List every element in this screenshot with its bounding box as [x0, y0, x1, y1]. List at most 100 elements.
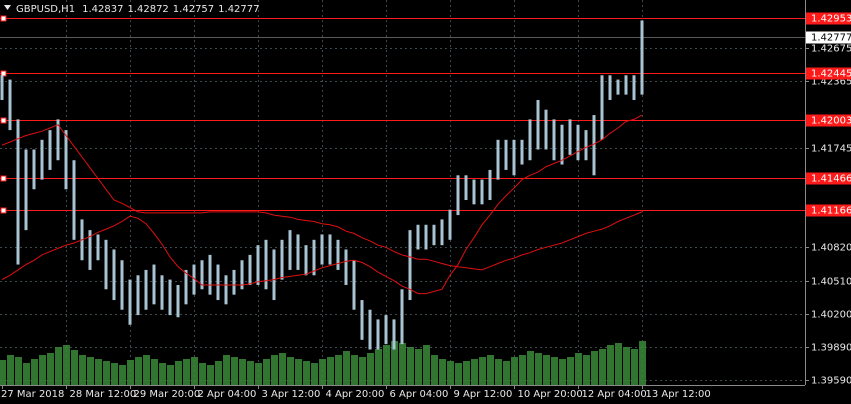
price-bar	[56, 119, 60, 161]
price-bar	[144, 269, 148, 310]
price-bar	[152, 264, 156, 305]
price-bar	[328, 234, 332, 265]
symbol: GBPUSD,H1	[16, 4, 75, 15]
volume-bar	[463, 361, 470, 385]
price-bar	[504, 139, 508, 170]
volume-bar	[367, 353, 374, 385]
price-bar	[544, 109, 548, 150]
volume-bar	[311, 363, 318, 385]
volume-bar	[271, 355, 278, 385]
volume-bar	[7, 355, 14, 385]
x-tick-label: 29 Mar 20:00	[134, 389, 201, 400]
moving-average	[1, 124, 643, 271]
volume-bar	[247, 361, 254, 385]
price-bar	[88, 230, 92, 270]
price-bar	[520, 139, 524, 165]
y-tick-label: 1.40200	[811, 310, 851, 321]
volume-bar	[143, 355, 150, 385]
axes: 1.42675 1.42365 1.41745 1.40820 1.40510 1.402…	[1, 12, 851, 400]
volume-bar	[167, 365, 174, 385]
level-label-bg	[806, 67, 851, 80]
price-bar	[488, 169, 492, 201]
x-tick-label: 10 Apr 20:00	[518, 389, 583, 400]
price-bar	[336, 239, 340, 270]
volume-bar	[183, 359, 190, 385]
level-label: 1.41166	[811, 206, 851, 217]
volume-bar	[487, 355, 494, 385]
volume-bar	[175, 361, 182, 385]
price-bar	[392, 319, 396, 350]
price-bar	[112, 249, 116, 301]
x-tick-label: 4 Apr 20:00	[326, 389, 385, 400]
price-bar	[568, 119, 572, 155]
price-bar	[280, 239, 284, 280]
price-bar	[640, 20, 644, 95]
price-bar	[160, 275, 164, 310]
price-bar	[192, 264, 196, 295]
price-bar	[288, 230, 292, 270]
price-bar	[264, 239, 268, 290]
price-bar	[368, 309, 372, 350]
volume-bar	[583, 355, 590, 385]
volume-bar	[215, 361, 222, 385]
volume-bar	[151, 359, 158, 385]
volume-bar	[431, 355, 438, 385]
volume-bar	[639, 341, 646, 385]
high: 1.42872	[127, 4, 168, 15]
volume-bar	[535, 353, 542, 385]
volume-bar	[111, 363, 118, 385]
price-bar	[96, 234, 100, 261]
price-bar	[120, 260, 124, 310]
price-bar	[512, 139, 516, 176]
volume-bar	[159, 363, 166, 385]
volume-bar	[47, 353, 54, 385]
volume-bar	[471, 359, 478, 385]
price-bar	[632, 75, 636, 101]
volume-bar	[279, 353, 286, 385]
price-bar	[8, 79, 12, 131]
volume-bar	[327, 357, 334, 385]
price-bar	[16, 119, 20, 265]
volume-bar	[551, 357, 558, 385]
volume-bar	[39, 355, 46, 385]
volume-bar	[495, 359, 502, 385]
price-bar	[576, 124, 580, 161]
volume-bar	[95, 359, 102, 385]
price-bar	[64, 130, 68, 190]
volume-bar	[559, 359, 566, 385]
price-bar	[72, 160, 76, 240]
price-bar	[176, 284, 180, 318]
volume-bar	[103, 361, 110, 385]
price-bar	[424, 224, 428, 250]
volume-bar	[511, 357, 518, 385]
volume-bar	[519, 355, 526, 385]
low: 1.42757	[173, 4, 214, 15]
level-label-bg	[806, 204, 851, 217]
price-bar	[480, 179, 484, 205]
price-bar	[320, 234, 324, 265]
volume-bar	[343, 351, 350, 385]
price-bar	[384, 315, 388, 345]
volume-bar	[415, 349, 422, 385]
price-bar	[616, 79, 620, 95]
volume-bar	[399, 343, 406, 385]
close: 1.42777	[218, 4, 259, 15]
volume-bar	[383, 345, 390, 385]
price-bar	[24, 149, 28, 231]
chart-header: GBPUSD,H1 1.42837 1.42872 1.42757 1.42777	[16, 4, 260, 15]
price-bar	[416, 224, 420, 250]
price-bar	[168, 279, 172, 316]
volume-bar	[447, 361, 454, 385]
volume-bar	[255, 363, 262, 385]
volume-bar	[527, 351, 534, 385]
level-label: 1.42953	[811, 14, 851, 25]
price-bar	[352, 260, 356, 310]
y-tick-label: 1.39890	[811, 343, 851, 354]
volume-bar	[607, 345, 614, 385]
volume-bar	[119, 365, 126, 385]
price-bar	[104, 239, 108, 290]
price-bar	[240, 260, 244, 290]
level-anchor	[0, 15, 7, 22]
level-anchor	[0, 207, 7, 214]
price-bar	[360, 300, 364, 340]
